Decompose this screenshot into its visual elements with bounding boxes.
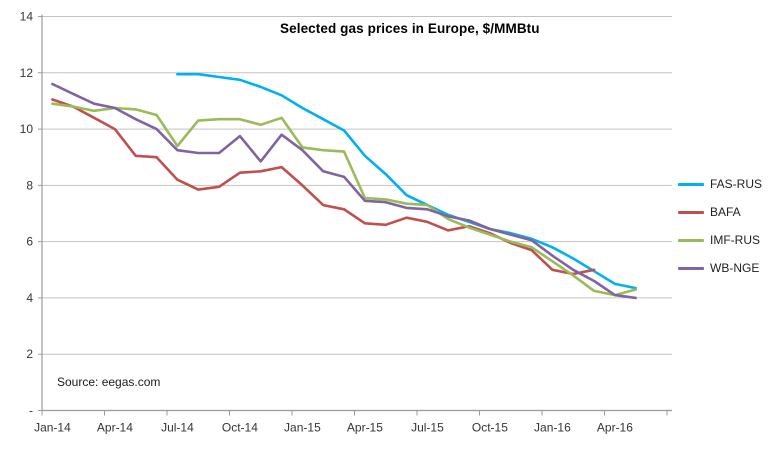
chart-title: Selected gas prices in Europe, $/MMBtu [280, 21, 540, 36]
svg-text:Apr-14: Apr-14 [97, 421, 133, 435]
svg-text:Oct-14: Oct-14 [222, 421, 258, 435]
svg-text:Apr-15: Apr-15 [347, 421, 383, 435]
legend-item-fas-rus: FAS-RUS [678, 175, 762, 193]
svg-text:Jul-15: Jul-15 [411, 421, 444, 435]
legend-line-swatch [678, 182, 704, 186]
svg-text:8: 8 [26, 178, 33, 192]
y-axis-labels: - 2 4 6 8 10 12 14 [20, 10, 34, 418]
svg-text:-: - [29, 404, 33, 418]
legend-item-imf-rus: IMF-RUS [678, 231, 762, 249]
legend-item-bafa: BAFA [678, 203, 762, 221]
svg-text:2: 2 [26, 347, 33, 361]
legend-item-wb-nge: WB-NGE [678, 259, 762, 277]
svg-text:12: 12 [20, 66, 34, 80]
gridlines [42, 16, 672, 411]
svg-text:Jan-15: Jan-15 [284, 421, 321, 435]
series-line-BAFA [51, 98, 596, 276]
legend-label: IMF-RUS [710, 233, 760, 247]
svg-text:10: 10 [20, 122, 34, 136]
svg-text:Jul-14: Jul-14 [161, 421, 194, 435]
axes [38, 14, 672, 416]
svg-text:Apr-16: Apr-16 [597, 421, 633, 435]
svg-text:Jan-16: Jan-16 [534, 421, 571, 435]
svg-text:14: 14 [20, 10, 34, 24]
series-lines [51, 72, 638, 300]
legend-label: BAFA [710, 205, 741, 219]
x-axis-labels: Jan-14 Apr-14 Jul-14 Oct-14 Jan-15 Apr-15 Jul-… [34, 421, 633, 435]
legend: FAS-RUS BAFA IMF-RUS WB-NGE [678, 175, 762, 277]
series-line-FAS-RUS [176, 72, 638, 290]
svg-text:Oct-15: Oct-15 [472, 421, 508, 435]
legend-line-swatch [678, 266, 704, 270]
source-note: Source: eegas.com [57, 375, 161, 389]
series-line-IMF-RUS [51, 102, 638, 297]
legend-line-swatch [678, 238, 704, 242]
svg-text:4: 4 [26, 291, 33, 305]
legend-line-swatch [678, 210, 704, 214]
legend-label: FAS-RUS [710, 177, 763, 191]
svg-text:Jan-14: Jan-14 [34, 421, 71, 435]
series-line-WB-NGE [51, 82, 638, 300]
svg-text:6: 6 [26, 235, 33, 249]
legend-label: WB-NGE [710, 261, 760, 275]
